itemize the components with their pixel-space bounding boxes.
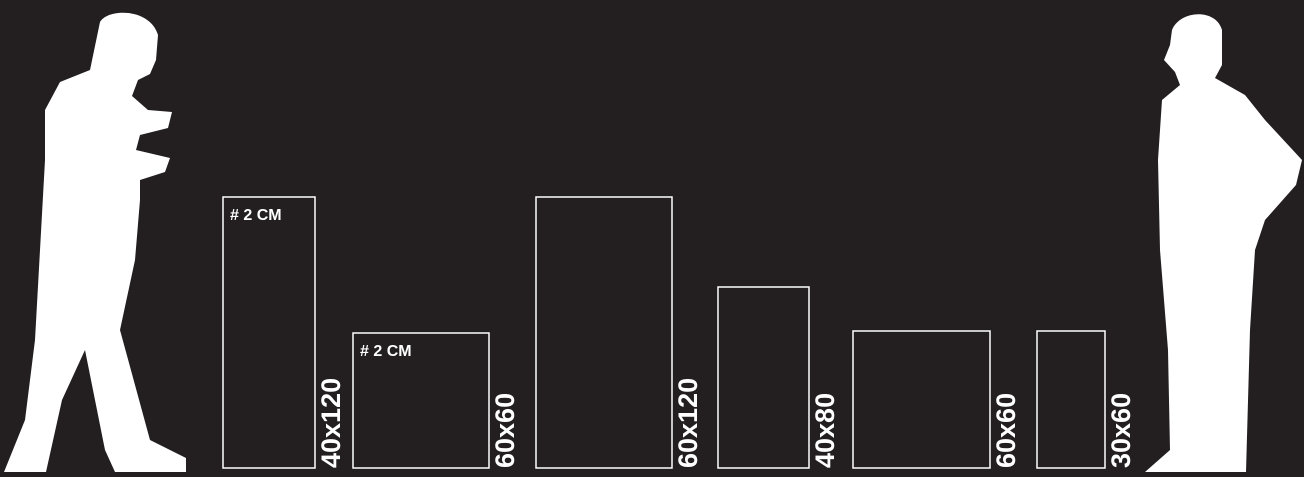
- frame: [852, 330, 991, 469]
- frame-size: 60x120: [673, 378, 703, 468]
- frame-size: 40x80: [810, 393, 840, 468]
- frame-size: 30x60: [1106, 393, 1136, 468]
- frames: 40x120 # 2 CM 60x60 # 2 CM 60x120 40x80 60x60 3…: [222, 196, 1136, 469]
- frame-note: # 2 CM: [230, 207, 282, 224]
- frame-size: 40x120: [316, 378, 346, 468]
- frame: [717, 286, 810, 469]
- frame: [1036, 330, 1106, 469]
- frame-size: 60x60: [490, 393, 520, 468]
- left-silhouette: [4, 12, 186, 472]
- right-silhouette: [1145, 14, 1302, 472]
- frame: [352, 332, 490, 469]
- frame-note: # 2 CM: [360, 343, 412, 360]
- frame: [222, 196, 316, 469]
- frame-size: 60x60: [991, 393, 1021, 468]
- frame: [535, 196, 673, 469]
